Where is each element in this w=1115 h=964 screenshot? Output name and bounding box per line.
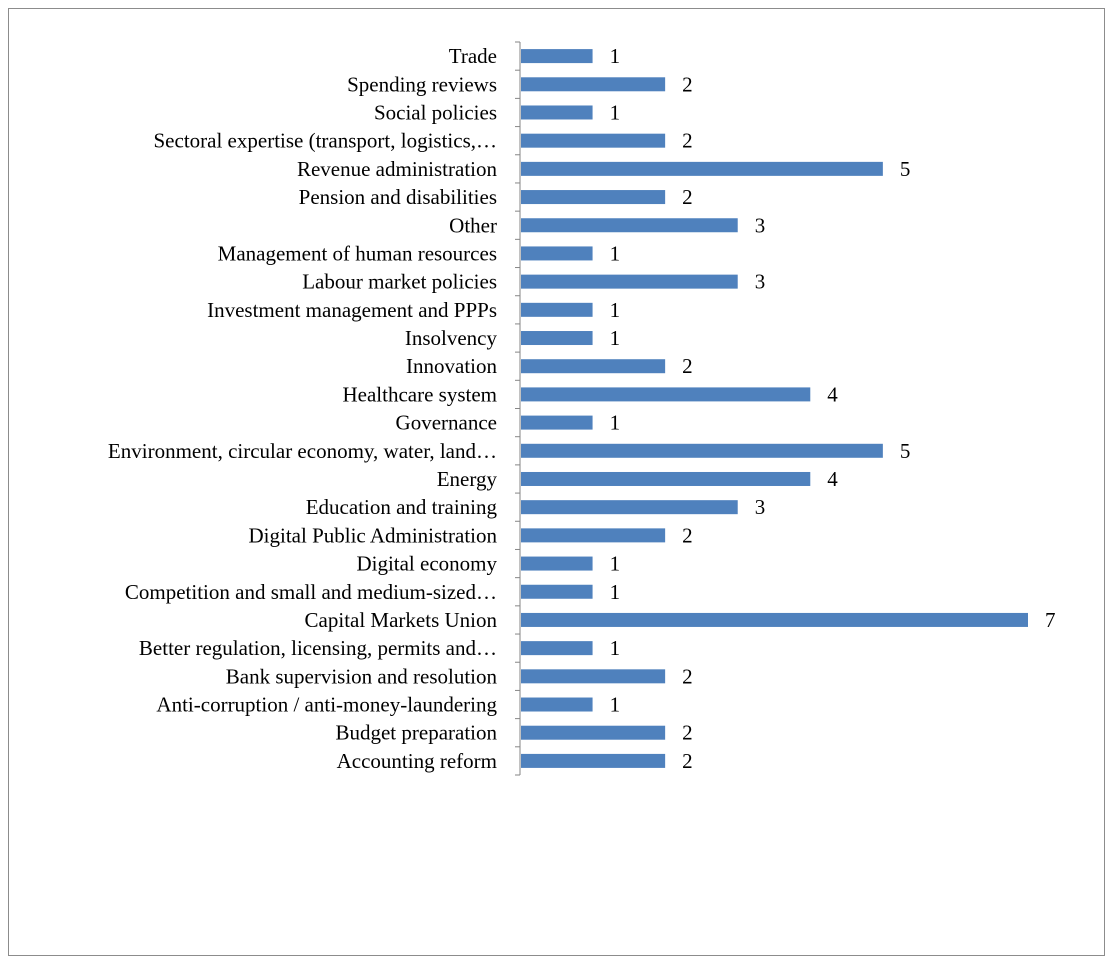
category-label: Healthcare system xyxy=(342,382,497,406)
category-label: Innovation xyxy=(406,354,497,378)
data-label: 1 xyxy=(610,298,621,322)
bar xyxy=(521,725,666,740)
category-label: Sectoral expertise (transport, logistics… xyxy=(154,129,498,153)
data-label: 3 xyxy=(755,495,766,519)
data-label: 2 xyxy=(682,523,693,547)
category-label: Governance xyxy=(396,411,497,435)
data-label: 3 xyxy=(755,270,766,294)
bar xyxy=(521,584,593,599)
data-label: 2 xyxy=(682,72,693,96)
bar xyxy=(521,161,883,176)
category-label: Revenue administration xyxy=(297,157,498,181)
category-label: Budget preparation xyxy=(335,721,497,745)
data-label: 5 xyxy=(900,157,911,181)
bar xyxy=(521,443,883,458)
data-label: 1 xyxy=(610,44,621,68)
bar xyxy=(521,471,811,486)
data-label: 2 xyxy=(682,129,693,153)
bar xyxy=(521,190,666,205)
category-label: Accounting reform xyxy=(337,749,497,773)
data-label: 3 xyxy=(755,213,766,237)
bar xyxy=(521,753,666,768)
category-label: Better regulation, licensing, permits an… xyxy=(139,636,497,660)
bar xyxy=(521,612,1028,627)
data-label: 2 xyxy=(682,185,693,209)
category-label: Capital Markets Union xyxy=(305,608,498,632)
data-label: 1 xyxy=(610,241,621,265)
bar xyxy=(521,302,593,317)
bar xyxy=(521,133,666,148)
bar xyxy=(521,641,593,656)
bar xyxy=(521,218,738,233)
category-label: Spending reviews xyxy=(347,72,497,96)
bar xyxy=(521,669,666,684)
category-label: Investment management and PPPs xyxy=(207,298,497,322)
category-label: Education and training xyxy=(306,495,498,519)
bar xyxy=(521,415,593,430)
data-label: 1 xyxy=(610,411,621,435)
category-label: Other xyxy=(449,213,497,237)
category-label: Management of human resources xyxy=(218,241,497,265)
bar xyxy=(521,77,666,92)
data-label: 2 xyxy=(682,664,693,688)
bar xyxy=(521,556,593,571)
data-label: 1 xyxy=(610,326,621,350)
category-label: Social policies xyxy=(374,100,497,124)
category-label: Labour market policies xyxy=(302,270,497,294)
bar xyxy=(521,105,593,120)
data-label: 1 xyxy=(610,100,621,124)
bar xyxy=(521,697,593,712)
bar xyxy=(521,331,593,346)
bar xyxy=(521,500,738,515)
data-label: 2 xyxy=(682,354,693,378)
category-label: Competition and small and medium-sized… xyxy=(125,580,497,604)
category-label: Environment, circular economy, water, la… xyxy=(108,439,497,463)
data-label: 2 xyxy=(682,721,693,745)
bar xyxy=(521,49,593,64)
category-label: Trade xyxy=(449,44,497,68)
data-label: 4 xyxy=(827,467,838,491)
bar xyxy=(521,387,811,402)
category-label: Bank supervision and resolution xyxy=(226,664,498,688)
data-label: 1 xyxy=(610,636,621,660)
data-label: 5 xyxy=(900,439,911,463)
category-label: Pension and disabilities xyxy=(299,185,497,209)
data-label: 2 xyxy=(682,749,693,773)
category-label: Digital economy xyxy=(356,552,497,576)
data-label: 1 xyxy=(610,552,621,576)
bar xyxy=(521,246,593,261)
data-label: 4 xyxy=(827,382,838,406)
data-label: 1 xyxy=(610,693,621,717)
data-label: 7 xyxy=(1045,608,1056,632)
category-label: Digital Public Administration xyxy=(249,523,498,547)
bar xyxy=(521,274,738,289)
bar xyxy=(521,359,666,374)
category-label: Anti-corruption / anti-money-laundering xyxy=(156,693,497,717)
category-label: Insolvency xyxy=(405,326,498,350)
bar xyxy=(521,528,666,543)
data-label: 1 xyxy=(610,580,621,604)
category-label: Energy xyxy=(437,467,498,491)
